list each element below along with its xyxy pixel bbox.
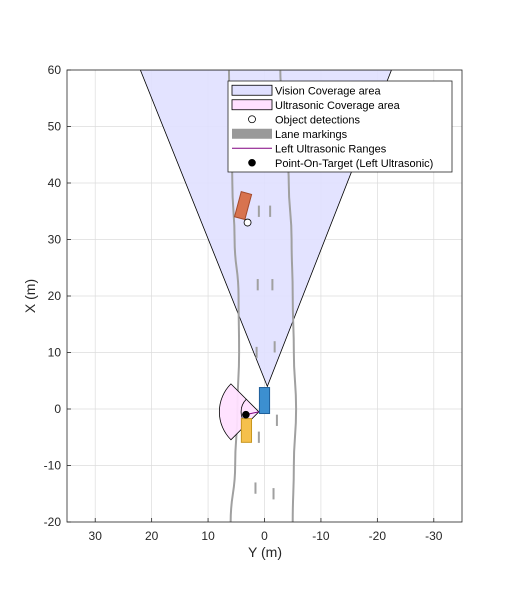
y-tick-label: 0 <box>54 402 61 416</box>
ticks: 30 20 10 0 -10 -20 -30 -20 -10 0 10 20 30 40 50 60 <box>44 63 443 543</box>
point-on-target-marker <box>242 410 250 419</box>
y-tick-label: 30 <box>48 233 62 247</box>
y-tick-label: 10 <box>48 346 62 360</box>
target-vehicle-2 <box>233 191 253 221</box>
legend-entry: Left Ultrasonic Ranges <box>232 143 387 155</box>
legend-label: Vision Coverage area <box>275 85 381 97</box>
legend-entry: Lane markings <box>232 128 348 141</box>
target-vehicle-1 <box>240 418 253 443</box>
y-tick-label: 50 <box>48 120 62 134</box>
x-axis-label: Y (m) <box>248 544 282 560</box>
target-vehicle-1-body <box>240 418 253 443</box>
legend-swatch <box>231 99 273 111</box>
legend-swatch <box>232 128 272 139</box>
x-tick-label: 30 <box>89 529 103 543</box>
legend-swatch <box>248 158 256 167</box>
x-tick-label: -10 <box>312 529 330 543</box>
y-axis-label: X (m) <box>22 279 38 313</box>
ultrasonic-coverage-area <box>218 383 260 441</box>
legend-label: Lane markings <box>275 129 348 141</box>
y-tick-label: -10 <box>44 459 62 473</box>
legend-label: Left Ultrasonic Ranges <box>275 143 387 155</box>
x-tick-label: -20 <box>369 529 387 543</box>
legend-entry: Vision Coverage area <box>231 84 381 97</box>
x-tick-label: 20 <box>145 529 159 543</box>
y-tick-label: 60 <box>48 63 62 77</box>
y-tick-label: -20 <box>44 515 62 529</box>
ego-vehicle <box>258 387 271 415</box>
y-tick-label: 40 <box>48 176 62 190</box>
legend-entry: Ultrasonic Coverage area <box>231 99 401 112</box>
legend-box <box>227 80 453 173</box>
legend-swatch <box>231 84 273 96</box>
legend-label: Point-On-Target (Left Ultrasonic) <box>275 158 433 170</box>
x-tick-label: 0 <box>261 529 268 543</box>
legend-label: Ultrasonic Coverage area <box>275 100 401 112</box>
legend: Vision Coverage area Ultrasonic Coverage … <box>227 80 453 173</box>
x-tick-label: -30 <box>425 529 443 543</box>
legend-label: Object detections <box>275 114 360 126</box>
legend-entry: Object detections <box>248 114 360 126</box>
y-tick-label: 20 <box>48 289 62 303</box>
ego-vehicle-body <box>258 387 271 415</box>
legend-entry: Point-On-Target (Left Ultrasonic) <box>248 158 433 170</box>
legend-swatch <box>248 115 256 124</box>
object-detection-marker <box>243 218 252 227</box>
target-vehicle-2-body <box>233 191 253 221</box>
x-tick-label: 10 <box>201 529 215 543</box>
